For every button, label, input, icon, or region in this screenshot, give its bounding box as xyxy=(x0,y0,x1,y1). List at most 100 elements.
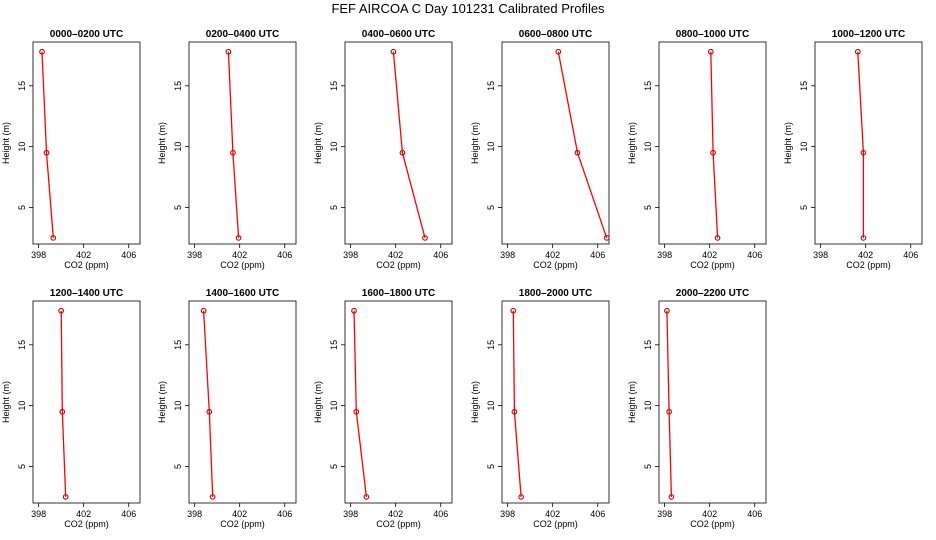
x-axis-label: CO2 (ppm) xyxy=(846,260,891,270)
profile-line xyxy=(60,310,67,497)
profile-line xyxy=(557,51,608,239)
x-tick-label: 406 xyxy=(277,509,292,519)
x-tick-label: 402 xyxy=(76,509,91,519)
x-tick-label: 398 xyxy=(343,509,358,519)
y-axis-label: Height (m) xyxy=(313,122,323,164)
data-point xyxy=(399,149,406,156)
y-tick-label: 15 xyxy=(17,81,27,91)
x-axis-label: CO2 (ppm) xyxy=(64,519,109,529)
x-axis-label: CO2 (ppm) xyxy=(376,519,421,529)
y-tick-label: 10 xyxy=(643,401,653,411)
plot-frame xyxy=(188,300,297,504)
panel-title: 0200–0400 UTC xyxy=(206,29,279,40)
x-tick-label: 398 xyxy=(343,250,358,260)
data-point xyxy=(707,48,714,55)
profile-panel: 0600–0800 UTC 398 402 406 5 10 15 CO2 (ppm) Heig… xyxy=(470,29,610,270)
x-tick-label: 402 xyxy=(545,250,560,260)
data-point xyxy=(390,48,397,55)
y-tick-label: 10 xyxy=(17,142,27,152)
x-tick-label: 406 xyxy=(747,250,762,260)
y-tick-label: 5 xyxy=(173,205,183,210)
y-tick-label: 15 xyxy=(173,81,183,91)
x-axis-label: CO2 (ppm) xyxy=(376,260,421,270)
data-point xyxy=(235,235,242,241)
x-tick-label: 402 xyxy=(76,250,91,260)
panels-grid: 0000–0200 UTC 398 402 406 5 10 15 CO2 (ppm) Heig… xyxy=(1,29,923,529)
data-point xyxy=(860,149,867,156)
x-tick-label: 398 xyxy=(187,250,202,260)
plot-frame xyxy=(32,41,141,245)
data-point xyxy=(664,307,670,314)
data-point xyxy=(62,494,69,500)
x-axis-label: CO2 (ppm) xyxy=(533,260,578,270)
y-axis-label: Height (m) xyxy=(157,381,167,423)
profile-panel: 1400–1600 UTC 398 402 406 5 10 15 CO2 (ppm) Heig… xyxy=(157,288,297,529)
x-tick-label: 398 xyxy=(187,509,202,519)
panel-title: 1800–2000 UTC xyxy=(519,288,592,299)
y-tick-label: 10 xyxy=(329,142,339,152)
y-tick-label: 10 xyxy=(173,401,183,411)
profile-line xyxy=(857,51,865,238)
y-tick-label: 5 xyxy=(17,205,27,210)
plot-frame xyxy=(501,41,610,245)
profile-panel: 2000–2200 UTC 398 402 406 5 10 15 CO2 (ppm) Heig… xyxy=(627,288,767,529)
data-point xyxy=(860,235,867,241)
y-tick-label: 10 xyxy=(329,401,339,411)
data-point xyxy=(854,48,861,55)
y-axis-label: Height (m) xyxy=(1,122,11,164)
profile-panel: 0800–1000 UTC 398 402 406 5 10 15 CO2 (ppm) Heig… xyxy=(627,29,767,270)
y-tick-label: 10 xyxy=(486,142,496,152)
x-tick-label: 402 xyxy=(545,509,560,519)
x-tick-label: 406 xyxy=(433,250,448,260)
y-tick-label: 5 xyxy=(486,205,496,210)
data-point xyxy=(58,307,65,314)
profile-panel: 0400–0600 UTC 398 402 406 5 10 15 CO2 (ppm) Heig… xyxy=(313,29,453,270)
data-point xyxy=(518,494,524,500)
x-tick-label: 402 xyxy=(232,509,247,519)
y-tick-label: 15 xyxy=(486,340,496,350)
y-tick-label: 15 xyxy=(173,340,183,350)
x-tick-label: 398 xyxy=(31,509,46,519)
profile-line xyxy=(512,310,522,497)
y-tick-label: 5 xyxy=(329,205,339,210)
y-tick-label: 15 xyxy=(486,81,496,91)
data-point xyxy=(574,149,581,156)
y-axis-label: Height (m) xyxy=(157,122,167,164)
plot-frame xyxy=(501,300,610,504)
profile-panel: 0200–0400 UTC 398 402 406 5 10 15 CO2 (ppm) Heig… xyxy=(157,29,297,270)
y-tick-label: 15 xyxy=(329,340,339,350)
y-axis-label: Height (m) xyxy=(627,381,637,423)
data-point xyxy=(668,494,675,500)
x-tick-label: 406 xyxy=(590,509,605,519)
profile-panel: 1200–1400 UTC 398 402 406 5 10 15 CO2 (ppm) Heig… xyxy=(1,288,141,529)
data-point xyxy=(209,494,216,500)
figure-title: FEF AIRCOA C Day 101231 Calibrated Profi… xyxy=(331,1,605,16)
x-axis-label: CO2 (ppm) xyxy=(690,519,735,529)
plot-frame xyxy=(658,300,767,504)
panel-title: 1200–1400 UTC xyxy=(50,288,123,299)
plot-frame xyxy=(344,300,453,504)
x-tick-label: 398 xyxy=(500,509,515,519)
y-axis-label: Height (m) xyxy=(470,381,480,423)
data-point xyxy=(200,307,207,314)
y-tick-label: 15 xyxy=(329,81,339,91)
data-point xyxy=(603,235,610,241)
data-point xyxy=(511,408,518,415)
x-tick-label: 402 xyxy=(388,509,403,519)
profile-line xyxy=(202,310,214,497)
x-axis-label: CO2 (ppm) xyxy=(220,519,265,529)
y-tick-label: 5 xyxy=(329,464,339,469)
panel-title: 1400–1600 UTC xyxy=(206,288,279,299)
data-point xyxy=(714,235,721,241)
y-axis-label: Height (m) xyxy=(783,122,793,164)
x-tick-label: 402 xyxy=(702,509,717,519)
plot-frame xyxy=(344,41,453,245)
y-tick-label: 15 xyxy=(17,340,27,350)
x-tick-label: 398 xyxy=(657,509,672,519)
profile-line xyxy=(41,51,54,238)
x-tick-label: 406 xyxy=(903,250,918,260)
panel-title: 0000–0200 UTC xyxy=(50,29,123,40)
x-tick-label: 406 xyxy=(277,250,292,260)
y-axis-label: Height (m) xyxy=(313,381,323,423)
y-tick-label: 10 xyxy=(799,142,809,152)
